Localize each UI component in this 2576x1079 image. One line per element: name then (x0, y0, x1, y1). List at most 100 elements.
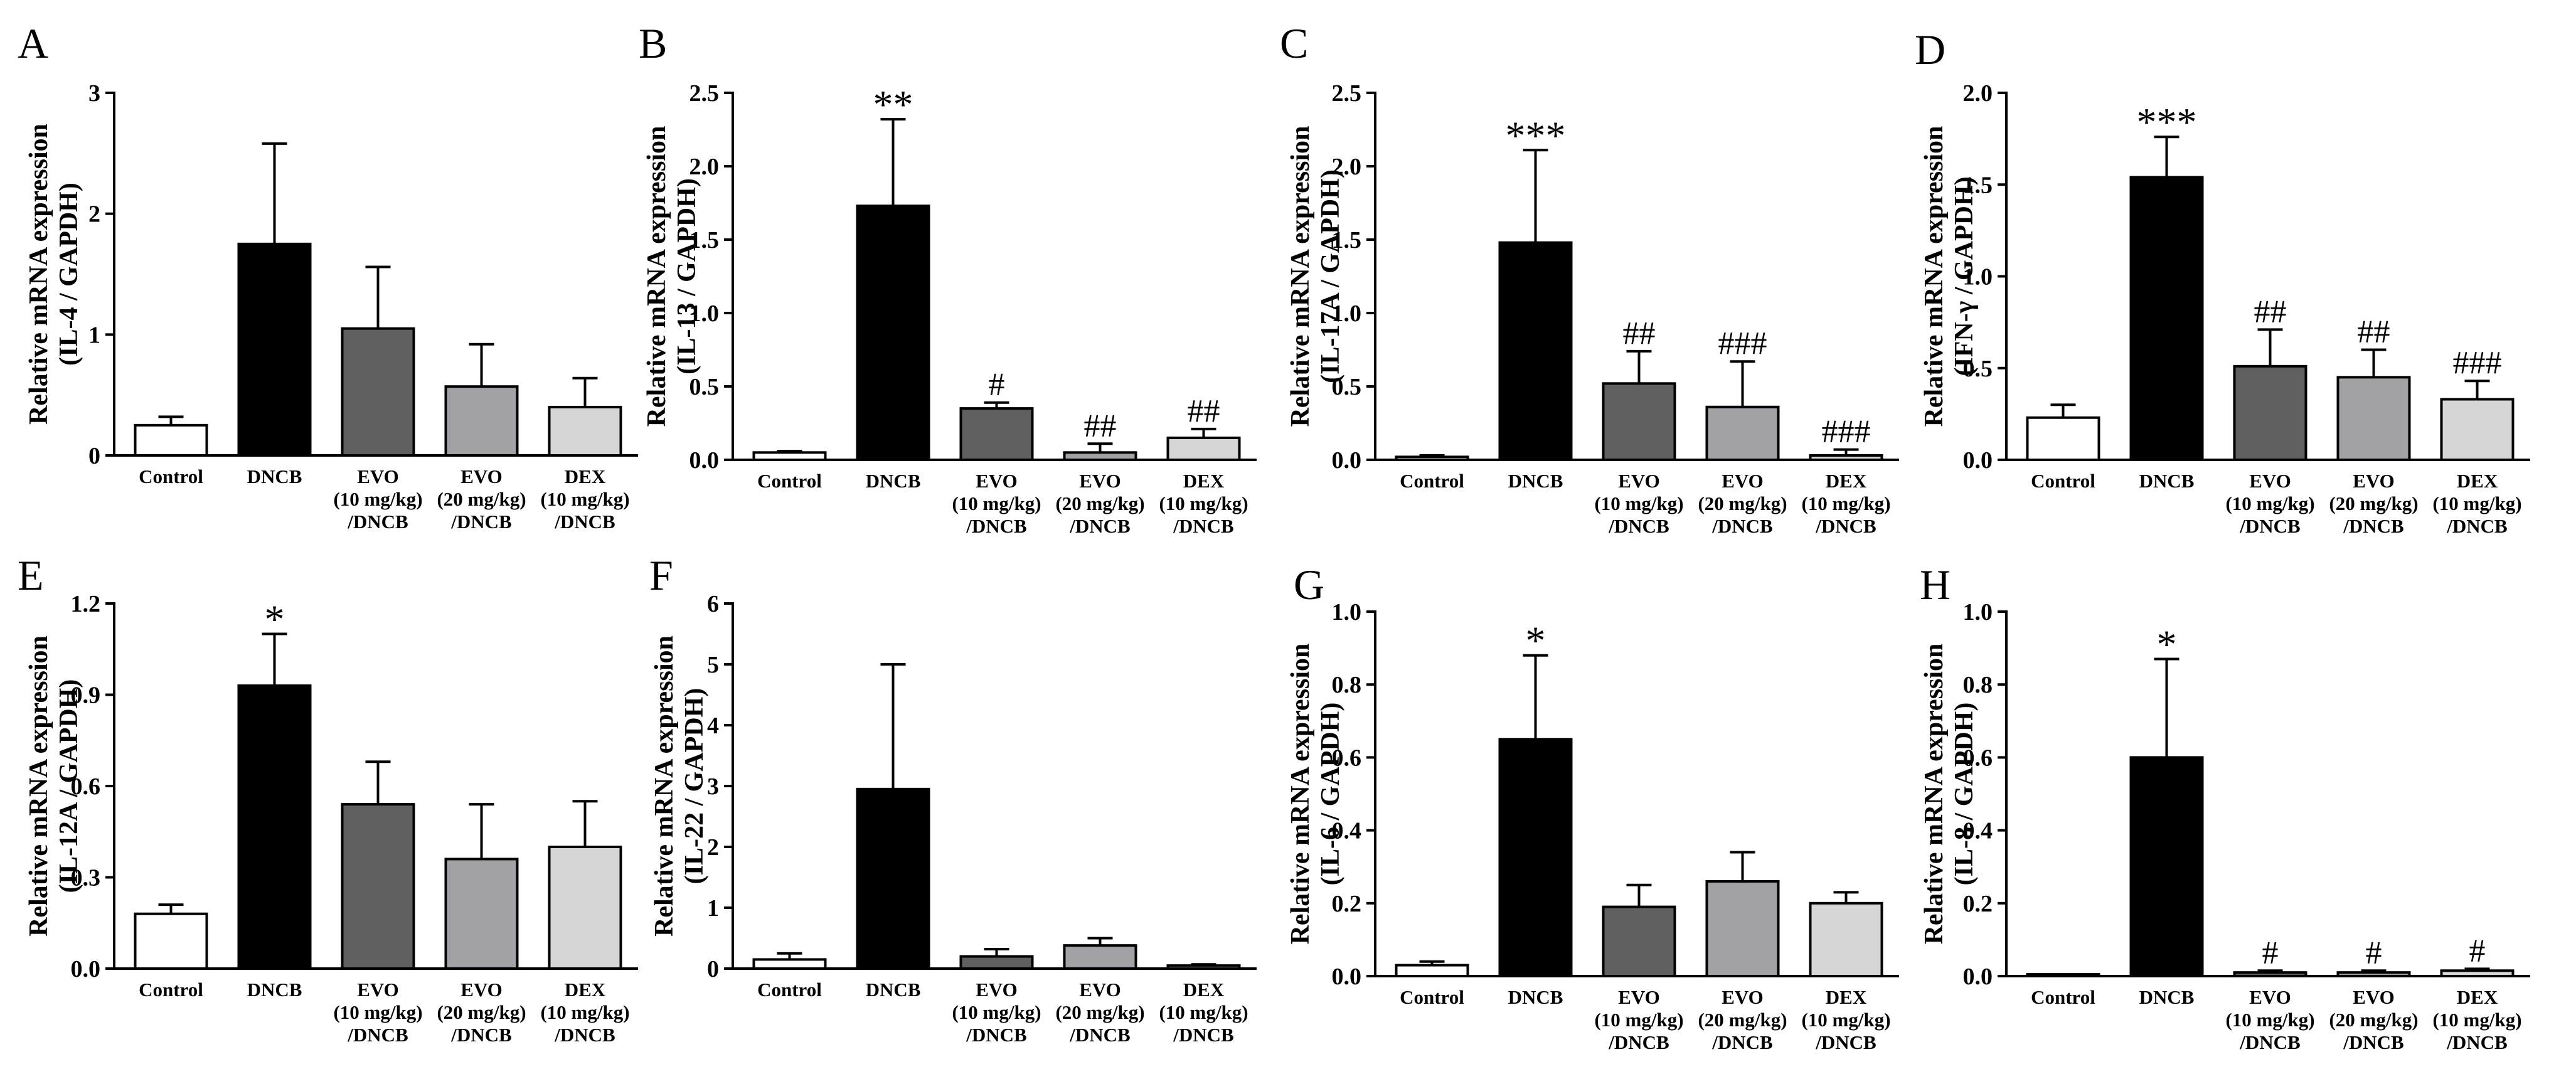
x-category-label: EVO (2353, 470, 2395, 492)
panel-letter: C (1280, 19, 1308, 67)
x-category-label: (20 mg/kg) (2329, 492, 2418, 514)
x-category-label: /DNCB (1173, 1024, 1233, 1046)
bar-control (1395, 455, 1469, 462)
y-axis-subtitle: (IL-22 / GAPDH) (680, 688, 709, 885)
x-category-label: EVO (2249, 470, 2291, 492)
y-axis-subtitle: (IFN-γ / GAPDH) (1950, 176, 1979, 376)
significance-star: ** (873, 82, 913, 127)
y-tick-label: 0.8 (1332, 672, 1362, 698)
y-tick-label: 1.0 (1332, 599, 1362, 625)
x-category-label: (10 mg/kg) (333, 488, 422, 510)
y-tick-label: 1.0 (1963, 264, 1993, 290)
y-tick-label: 0 (707, 956, 719, 982)
panel-b: B Relative mRNA expression (IL-13 / GAPDH)… (639, 19, 1257, 537)
bar-evo20 (1705, 405, 1780, 462)
bar-evo10 (959, 407, 1034, 461)
x-category-label: /DNCB (1608, 1031, 1669, 1053)
bar-evo20 (1063, 944, 1137, 970)
significance-hash: # (2366, 935, 2382, 970)
bar-evo10 (341, 803, 415, 970)
y-tick-label: 1.2 (71, 591, 101, 617)
x-category-label: EVO (460, 979, 503, 1001)
x-category-label: (10 mg/kg) (2432, 1009, 2521, 1031)
x-category-label: Control (757, 979, 822, 1001)
bar-evo10 (1602, 905, 1676, 977)
bar-evo10 (2233, 971, 2307, 977)
bar-control (752, 451, 827, 461)
x-category-label: (20 mg/kg) (1055, 492, 1144, 514)
y-axis-title: Relative mRNA expression (1920, 126, 1949, 427)
bar-dex (548, 846, 622, 970)
x-category-label: /DNCB (1173, 515, 1233, 537)
bar-control (1395, 964, 1469, 977)
y-tick-label: 2.5 (1332, 80, 1362, 107)
y-tick-label: 0.6 (71, 773, 101, 800)
y-axis-subtitle: (IL-6 / GAPDH) (1316, 703, 1345, 886)
y-axis-title: Relative mRNA expression (650, 635, 679, 937)
x-category-label: Control (1400, 986, 1464, 1008)
x-category-label: (20 mg/kg) (437, 488, 526, 510)
x-category-label: EVO (976, 470, 1018, 492)
y-tick-label: 0.0 (71, 956, 101, 982)
x-category-label: (10 mg/kg) (1594, 492, 1683, 514)
x-category-label: DNCB (247, 979, 302, 1001)
significance-hash: ## (1623, 316, 1656, 351)
x-category-label: (10 mg/kg) (333, 1001, 422, 1023)
x-category-label: DEX (565, 465, 606, 487)
x-category-label: DEX (565, 979, 606, 1001)
y-tick-label: 3 (707, 773, 719, 800)
significance-hash: ### (1718, 326, 1767, 361)
x-category-label: DNCB (2139, 986, 2195, 1008)
x-category-label: (10 mg/kg) (1159, 1001, 1248, 1023)
bar-dncb (856, 787, 930, 970)
x-category-label: DEX (1183, 979, 1225, 1001)
x-category-label: DEX (1826, 986, 1867, 1008)
x-category-label: DNCB (2139, 470, 2195, 492)
x-category-label: /DNCB (2343, 515, 2403, 537)
y-axis-title: Relative mRNA expression (1286, 644, 1315, 945)
bar-evo10 (341, 327, 415, 457)
x-category-label: Control (139, 979, 203, 1001)
x-category-label: (10 mg/kg) (2432, 492, 2521, 514)
x-category-label: (20 mg/kg) (1055, 1001, 1144, 1023)
x-category-label: EVO (1722, 986, 1764, 1008)
x-category-label: /DNCB (450, 511, 511, 533)
bar-dncb (856, 205, 930, 461)
panel-f: F Relative mRNA expression (IL-22 / GAPDH)… (649, 551, 1257, 1046)
x-category-label: Control (2031, 470, 2095, 492)
x-category-label: EVO (2249, 986, 2291, 1008)
x-category-label: /DNCB (347, 511, 408, 533)
y-axis-title: Relative mRNA expression (24, 635, 53, 937)
y-tick-label: 2 (707, 834, 719, 861)
x-category-label: /DNCB (2239, 515, 2300, 537)
y-tick-label: 3 (88, 80, 100, 107)
y-tick-label: 4 (707, 713, 719, 739)
panel-letter: B (639, 19, 667, 67)
y-tick-label: 0.5 (689, 374, 720, 400)
panel-letter: F (649, 551, 673, 599)
x-category-label: /DNCB (554, 511, 615, 533)
significance-hash: ## (2358, 314, 2390, 350)
y-tick-label: 2.0 (689, 154, 720, 180)
x-category-label: Control (2031, 986, 2095, 1008)
significance-hash: ## (1084, 408, 1117, 444)
y-axis-subtitle: (IL-13 / GAPDH) (673, 178, 701, 375)
y-axis-subtitle: (IL-12A / GAPDH) (55, 679, 83, 893)
bar-dncb (237, 242, 312, 457)
significance-hash: # (989, 367, 1005, 403)
significance-star: * (2157, 622, 2177, 667)
x-category-label: Control (1400, 470, 1464, 492)
x-category-label: /DNCB (1608, 515, 1669, 537)
x-category-label: /DNCB (450, 1024, 511, 1046)
y-tick-label: 5 (707, 652, 719, 678)
y-axis-subtitle: (IL-4 / GAPDH) (55, 183, 83, 366)
x-category-label: /DNCB (1069, 1024, 1130, 1046)
x-category-label: EVO (460, 465, 503, 487)
bar-control (752, 958, 827, 970)
y-tick-label: 0.2 (1963, 891, 1993, 917)
x-category-label: EVO (1618, 986, 1660, 1008)
x-category-label: DNCB (866, 470, 921, 492)
bar-evo20 (444, 385, 519, 457)
significance-star: * (1526, 619, 1546, 663)
